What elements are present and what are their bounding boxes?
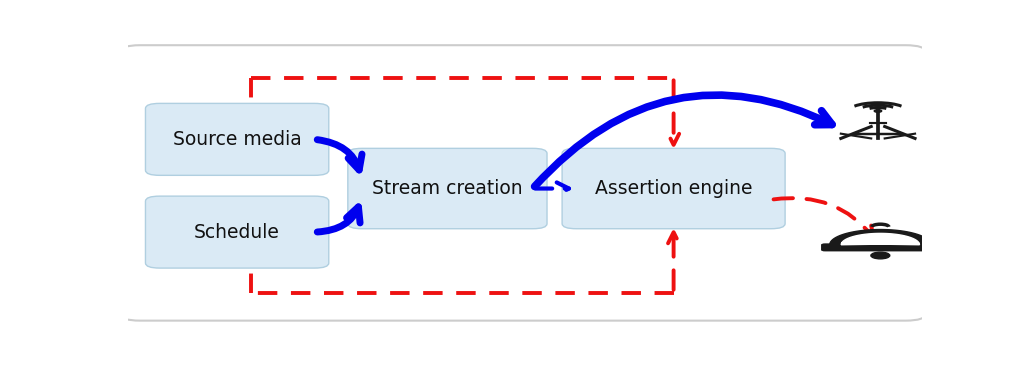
Circle shape <box>870 252 890 259</box>
Text: Source media: Source media <box>173 130 301 149</box>
FancyBboxPatch shape <box>348 148 547 229</box>
FancyBboxPatch shape <box>562 148 785 229</box>
FancyBboxPatch shape <box>145 103 329 175</box>
FancyBboxPatch shape <box>120 45 926 320</box>
FancyBboxPatch shape <box>145 196 329 268</box>
Polygon shape <box>841 233 920 245</box>
Circle shape <box>874 110 882 112</box>
Text: Schedule: Schedule <box>195 223 280 242</box>
Text: Assertion engine: Assertion engine <box>595 179 753 198</box>
Text: Stream creation: Stream creation <box>372 179 522 198</box>
FancyBboxPatch shape <box>821 243 940 251</box>
Polygon shape <box>829 230 931 245</box>
